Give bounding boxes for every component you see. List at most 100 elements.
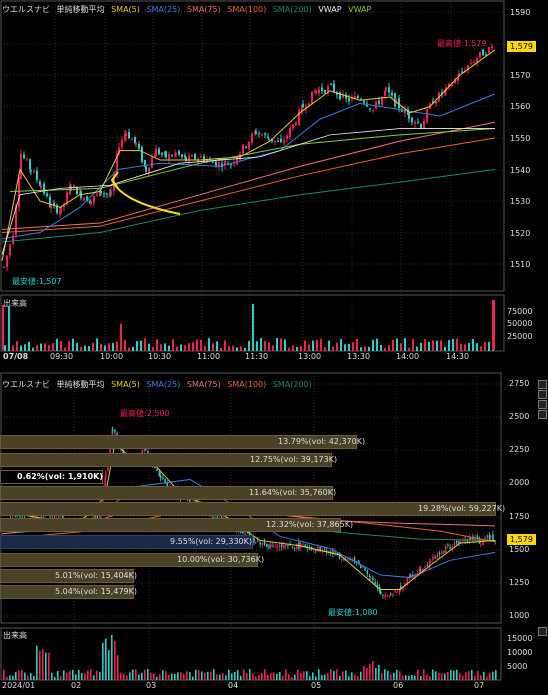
volume-bar <box>285 669 287 680</box>
volume-bar <box>243 669 245 680</box>
volume-bar <box>471 670 473 680</box>
volume-bar <box>327 673 329 680</box>
candle-body <box>73 185 75 188</box>
volume-scroll-button[interactable] <box>538 627 547 636</box>
volume-bar <box>108 650 110 680</box>
volume-bar <box>184 345 186 351</box>
volume-bar <box>126 675 128 680</box>
x-tick: 14:30 <box>446 352 470 361</box>
volume-profile-label: 5.04%(vol: 15,479K) <box>55 587 137 596</box>
candle-body <box>458 73 460 77</box>
volume-bar <box>51 672 53 680</box>
volume-bar <box>120 323 122 351</box>
scroll-button[interactable] <box>538 400 547 409</box>
y-tick: 1590 <box>510 8 531 17</box>
y-tick: 1550 <box>510 134 531 143</box>
volume-bar <box>204 672 206 680</box>
volume-bar <box>216 674 218 680</box>
candle-body <box>100 190 102 194</box>
price-frame <box>0 0 505 292</box>
candle-body <box>34 515 36 520</box>
volume-bar <box>296 346 298 351</box>
candle-body <box>36 170 38 180</box>
candle-body <box>490 536 492 539</box>
volume-bar <box>92 342 94 351</box>
volume-profile-bar <box>0 518 341 532</box>
candle-body <box>114 429 116 433</box>
volume-bar <box>304 340 306 351</box>
x-tick: 10:30 <box>148 352 172 361</box>
candle-body <box>362 566 364 568</box>
candle-body <box>381 96 383 105</box>
volume-bar <box>279 671 281 680</box>
volume-bar <box>174 673 176 680</box>
candle-body <box>338 553 341 558</box>
candle-body <box>263 541 266 545</box>
volume-bar <box>420 675 422 680</box>
scroll-button[interactable] <box>538 390 547 399</box>
volume-bar <box>192 676 194 680</box>
volume-bar <box>448 340 450 351</box>
volume-bar <box>268 342 270 351</box>
volume-bar <box>476 343 478 351</box>
volume-bar <box>417 669 419 680</box>
volume-bar <box>372 660 374 680</box>
candle-body <box>474 537 476 541</box>
volume-profile-bar <box>0 553 258 567</box>
volume-bar <box>396 669 398 680</box>
volume-bar <box>4 345 6 351</box>
y-tick: 1570 <box>510 71 531 80</box>
volume-bar <box>324 674 326 680</box>
candle-body <box>308 103 310 106</box>
volume-bar <box>234 671 236 680</box>
daily-price-plot[interactable] <box>0 372 548 695</box>
volume-bar <box>100 343 102 351</box>
scroll-up-button[interactable] <box>538 380 547 389</box>
candle-body <box>257 540 259 542</box>
intraday-price-plot[interactable] <box>0 0 548 358</box>
volume-profile-bar <box>0 486 333 500</box>
candle-body <box>255 131 257 134</box>
volume-bar <box>12 345 14 351</box>
candle-body <box>398 98 400 108</box>
volume-bar <box>480 675 482 680</box>
volume-bar <box>28 341 30 351</box>
y-tick: 2250 <box>509 445 530 454</box>
volume-bar <box>468 671 470 680</box>
candle-body <box>410 574 412 577</box>
candle-body <box>112 430 114 432</box>
candle-body <box>221 163 223 168</box>
volume-bar <box>297 669 299 680</box>
candle-body <box>491 46 493 49</box>
y-tick: 1540 <box>510 166 531 175</box>
volume-bar <box>348 343 350 351</box>
candle-body <box>255 542 257 544</box>
volume-bar <box>176 346 178 351</box>
legend-title: 単純移動平均 <box>56 5 105 14</box>
volume-bar <box>180 672 182 680</box>
candle-body <box>480 543 482 545</box>
volume-bar <box>162 670 164 680</box>
volume-bar <box>489 672 491 680</box>
scroll-down-button[interactable] <box>538 410 547 419</box>
volume-bar <box>136 341 138 351</box>
candle-body <box>264 133 266 135</box>
candle-body <box>479 51 481 58</box>
candle-body <box>292 124 294 129</box>
volume-profile-bar <box>0 470 103 484</box>
volume-bar <box>204 345 206 351</box>
volume-bar <box>228 669 230 680</box>
candle-body <box>141 449 144 454</box>
volume-bar <box>168 674 170 680</box>
candle-body <box>484 536 486 539</box>
volume-bar <box>44 343 46 351</box>
candle-body <box>188 500 191 502</box>
volume-bar <box>474 676 476 680</box>
candle-body <box>378 101 380 104</box>
volume-bar <box>200 339 202 351</box>
volume-bar <box>78 669 80 680</box>
candle-body <box>354 96 356 100</box>
candle-body <box>356 561 358 563</box>
volume-bar <box>429 676 431 680</box>
candle-body <box>394 590 396 593</box>
